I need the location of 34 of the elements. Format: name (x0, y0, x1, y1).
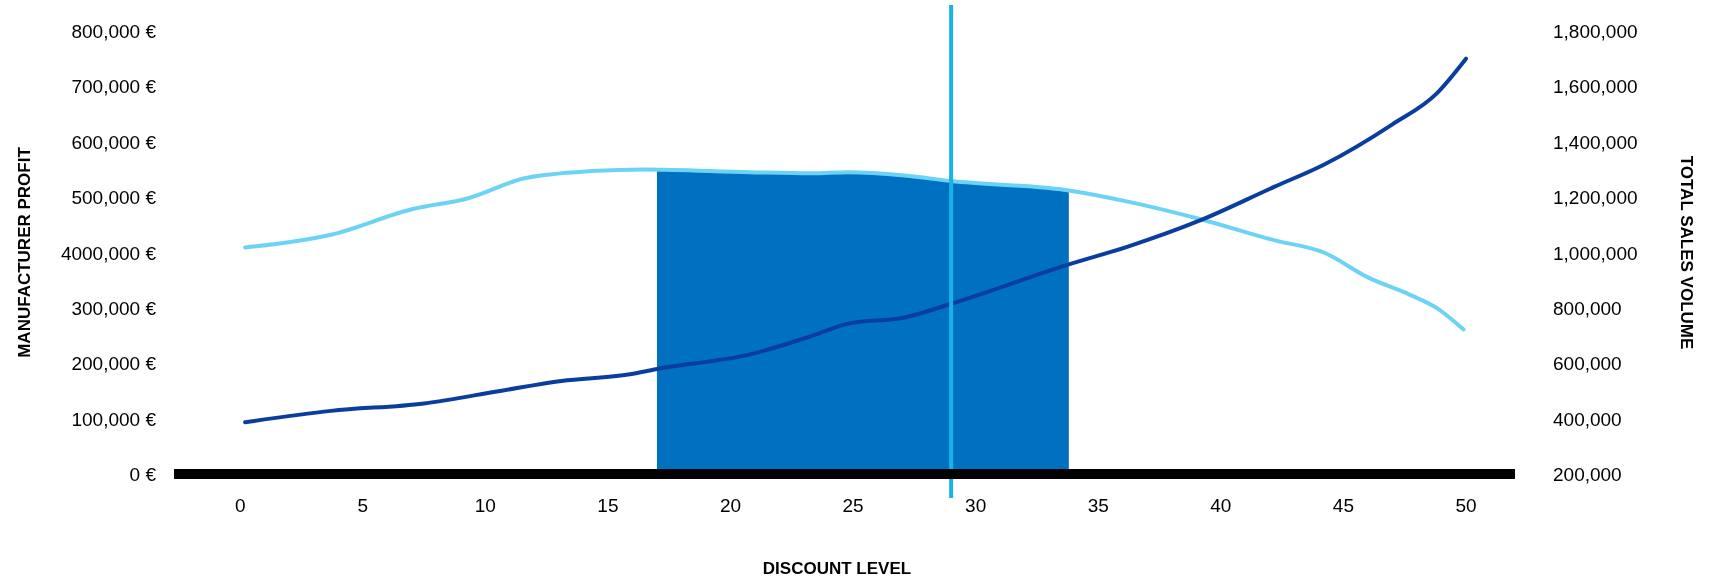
y2-tick-label: 1,600,000 (1553, 76, 1638, 98)
x-tick-label: 50 (1455, 495, 1477, 516)
line-series (243, 56, 1468, 425)
x-tick-label: 0 (234, 495, 246, 516)
x-tick-label: 35 (1087, 495, 1109, 516)
y2-axis-title: TOTAL SALES VOLUME (1677, 155, 1696, 350)
x-tick-label: 40 (1210, 495, 1232, 516)
y2-tick-label: 1,200,000 (1553, 187, 1638, 209)
y2-tick-label: 1,800,000 (1553, 21, 1638, 42)
y-tick-label: 800,000 € (71, 21, 157, 42)
y2-tick-label: 1,000,000 (1553, 242, 1638, 264)
y-tick-label: 300,000 € (71, 297, 157, 319)
y-axis-title: MANUFACTURER PROFIT (15, 146, 34, 358)
y-tick-label: 4000,000 € (60, 242, 157, 264)
y2-tick-label: 200,000 (1553, 464, 1622, 485)
x-axis-title: DISCOUNT LEVEL (762, 559, 912, 578)
x-tick-label: 20 (719, 495, 742, 516)
y-tick-label: 600,000 € (71, 131, 157, 153)
y2-tick-label: 800,000 (1553, 297, 1622, 319)
line-series (243, 167, 1466, 332)
y2-tick-label: 1,400,000 (1553, 131, 1638, 153)
y-tick-label: 100,000 € (71, 408, 157, 430)
y2-tick-label: 600,000 (1553, 353, 1622, 375)
x-tick-label: 15 (597, 495, 619, 516)
y2-tick-label: 400,000 (1553, 408, 1622, 430)
x-tick-label: 30 (965, 495, 987, 516)
x-tick-label: 25 (842, 495, 864, 516)
y-tick-label: 200,000 € (71, 353, 157, 375)
x-tick-label: 5 (357, 495, 369, 516)
x-tick-label: 10 (474, 495, 496, 516)
x-tick-label: 45 (1332, 495, 1354, 516)
y-tick-label: 0 € (129, 464, 157, 485)
y-tick-label: 500,000 € (71, 187, 157, 209)
y-tick-label: 700,000 € (71, 76, 157, 98)
